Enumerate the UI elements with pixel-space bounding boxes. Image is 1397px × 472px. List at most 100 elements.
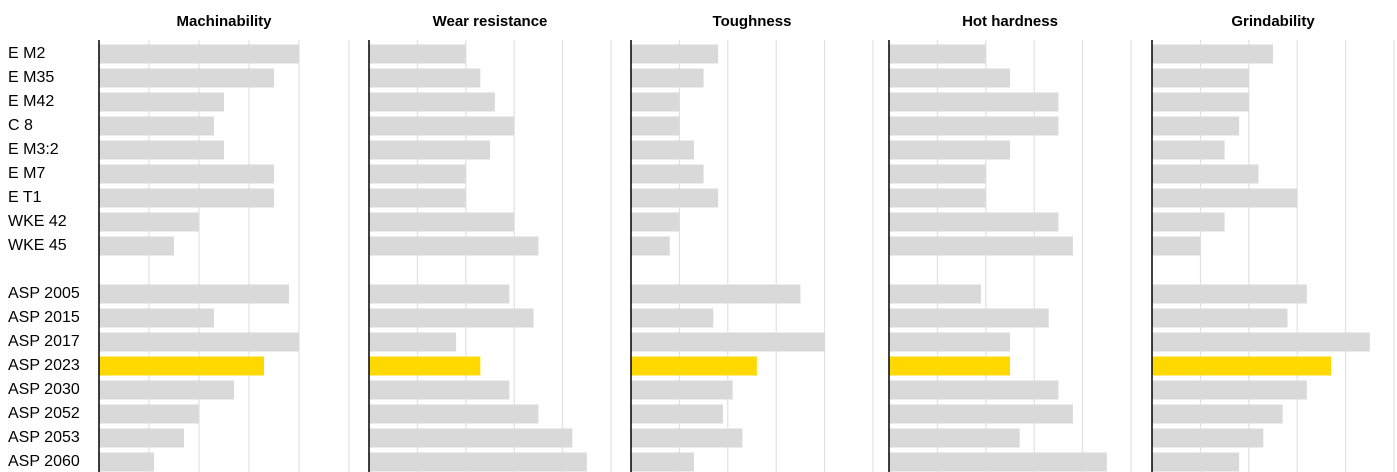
bar xyxy=(99,188,274,208)
bar xyxy=(369,188,466,208)
category-label: C 8 xyxy=(8,117,33,134)
bar xyxy=(631,188,719,208)
bar xyxy=(369,212,515,232)
bar xyxy=(369,308,534,328)
bar xyxy=(1152,308,1288,328)
bar xyxy=(99,116,214,136)
bar xyxy=(99,140,224,160)
bar xyxy=(889,188,986,208)
category-label: E M42 xyxy=(8,93,54,110)
bar xyxy=(889,380,1059,400)
category-label: ASP 2053 xyxy=(8,429,80,446)
bar xyxy=(99,44,299,64)
bar xyxy=(631,356,757,376)
category-label: E M35 xyxy=(8,69,54,86)
bar xyxy=(889,452,1107,472)
bar xyxy=(369,380,510,400)
bar xyxy=(369,428,573,448)
bar xyxy=(1152,404,1283,424)
bar xyxy=(631,68,704,88)
bar xyxy=(1152,332,1370,352)
category-label: WKE 42 xyxy=(8,213,67,230)
bar xyxy=(889,164,986,184)
bar xyxy=(631,332,825,352)
bar xyxy=(631,284,801,304)
category-label: E T1 xyxy=(8,189,42,206)
category-label: WKE 45 xyxy=(8,237,67,254)
category-label: ASP 2015 xyxy=(8,309,80,326)
category-label: ASP 2023 xyxy=(8,357,80,374)
category-label: ASP 2005 xyxy=(8,285,80,302)
bar xyxy=(369,356,481,376)
bar xyxy=(631,428,743,448)
bar xyxy=(1152,68,1249,88)
panel-title: Wear resistance xyxy=(433,13,548,30)
bar xyxy=(889,404,1073,424)
bar xyxy=(99,452,154,472)
bar xyxy=(889,212,1059,232)
bar xyxy=(1152,92,1249,112)
bar xyxy=(99,164,274,184)
bar xyxy=(1152,140,1225,160)
category-label: E M3:2 xyxy=(8,141,59,158)
bar xyxy=(369,116,515,136)
bar xyxy=(369,92,495,112)
bar xyxy=(631,164,704,184)
bar xyxy=(99,356,264,376)
bar xyxy=(631,380,733,400)
category-label: E M2 xyxy=(8,45,45,62)
bar xyxy=(889,116,1059,136)
bar xyxy=(631,308,714,328)
bar xyxy=(369,164,466,184)
grid xyxy=(148,40,1395,472)
bar xyxy=(369,44,466,64)
category-label: E M7 xyxy=(8,165,45,182)
bar xyxy=(99,92,224,112)
panel-title: Grindability xyxy=(1231,13,1315,30)
category-label: ASP 2030 xyxy=(8,381,80,398)
bar xyxy=(631,92,680,112)
bar xyxy=(1152,212,1225,232)
bar xyxy=(99,236,174,256)
bar xyxy=(369,284,510,304)
bar xyxy=(369,452,587,472)
bar xyxy=(1152,356,1332,376)
bar xyxy=(889,236,1073,256)
bar xyxy=(369,236,539,256)
bar xyxy=(99,380,234,400)
bar xyxy=(1152,284,1307,304)
bar xyxy=(99,428,184,448)
bar xyxy=(1152,236,1201,256)
bar xyxy=(1152,380,1307,400)
bar xyxy=(99,284,289,304)
bar xyxy=(99,404,199,424)
bar xyxy=(99,212,199,232)
panel-title: Hot hardness xyxy=(962,13,1058,30)
bar xyxy=(889,356,1010,376)
bar xyxy=(889,428,1020,448)
bar xyxy=(631,236,670,256)
bar xyxy=(631,44,719,64)
bar xyxy=(369,404,539,424)
bar xyxy=(889,332,1010,352)
bar xyxy=(631,404,723,424)
bar xyxy=(1152,44,1273,64)
bar xyxy=(1152,428,1264,448)
bar xyxy=(889,284,981,304)
bar xyxy=(631,212,680,232)
bars xyxy=(99,44,1370,472)
category-label: ASP 2017 xyxy=(8,333,80,350)
bar xyxy=(889,92,1059,112)
panel-title: Toughness xyxy=(713,13,792,30)
bar xyxy=(1152,164,1259,184)
bar xyxy=(369,332,457,352)
bar xyxy=(1152,452,1240,472)
bar xyxy=(99,308,214,328)
bar xyxy=(369,140,490,160)
bar xyxy=(1152,116,1240,136)
category-label: ASP 2052 xyxy=(8,405,80,422)
bar xyxy=(99,332,299,352)
axes xyxy=(98,40,1153,472)
bar xyxy=(1152,188,1298,208)
